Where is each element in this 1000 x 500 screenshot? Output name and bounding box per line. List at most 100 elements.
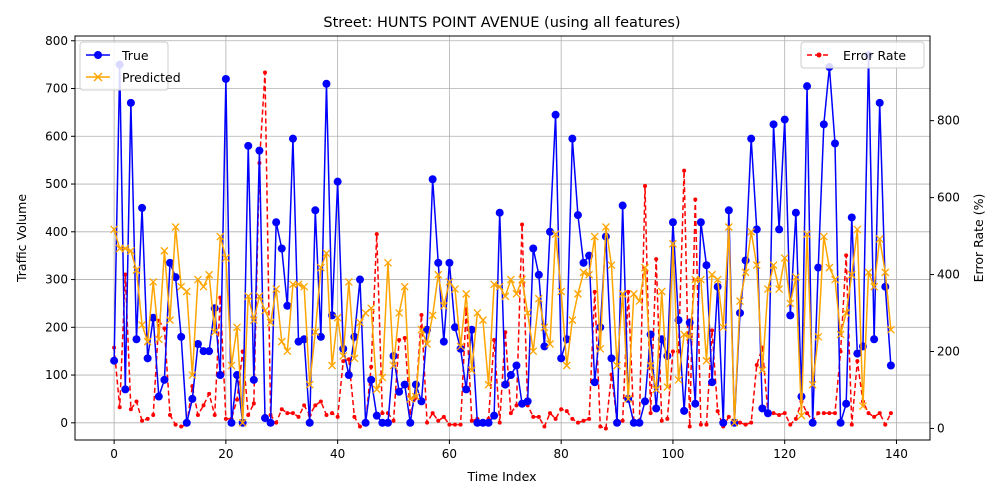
error-rate-point: [715, 409, 720, 414]
true-point: [406, 418, 415, 427]
x-tick-label: 0: [110, 447, 118, 461]
true-point: [467, 325, 476, 334]
true-point: [708, 378, 717, 387]
predicted-point: [864, 268, 873, 277]
error-rate-point: [497, 420, 502, 425]
true-point: [288, 134, 297, 143]
error-rate-point: [330, 411, 335, 416]
error-rate-point: [235, 397, 240, 402]
true-point: [177, 332, 186, 341]
error-rate-point: [285, 411, 290, 416]
error-rate-point: [380, 411, 385, 416]
predicted-point: [551, 230, 560, 239]
predicted-point: [328, 361, 337, 370]
error-rate-point: [458, 422, 463, 427]
error-rate-point: [358, 424, 362, 429]
predicted-point: [233, 323, 242, 332]
true-point: [853, 349, 862, 358]
predicted-point: [484, 380, 493, 389]
predicted-point: [121, 244, 130, 253]
true-point: [529, 244, 538, 253]
predicted-point: [590, 232, 599, 241]
error-rate-point: [833, 411, 837, 416]
error-rate-point: [603, 426, 608, 431]
predicted-point: [752, 261, 761, 270]
error-rate-point: [704, 422, 709, 427]
predicted-point: [836, 330, 845, 339]
true-point: [490, 411, 499, 420]
true-point: [495, 208, 504, 217]
true-point: [613, 418, 622, 427]
error-rate-point: [251, 401, 256, 406]
error-rate-point: [508, 411, 513, 416]
predicted-point: [322, 249, 331, 258]
error-rate-point: [598, 424, 603, 429]
y2-axis-label: Error Rate (%): [971, 194, 986, 283]
x-tick-label: 140: [885, 447, 908, 461]
predicted-point: [216, 232, 225, 241]
y-tick-label: 0: [60, 416, 68, 430]
true-point: [143, 354, 152, 363]
predicted-point: [166, 316, 174, 325]
true-point: [741, 256, 750, 265]
predicted-point: [540, 323, 549, 332]
true-point: [506, 371, 515, 380]
predicted-point: [406, 394, 415, 403]
true-point: [154, 392, 163, 401]
predicted-point: [534, 294, 543, 303]
predicted-point: [557, 287, 566, 296]
error-rate-point: [693, 197, 698, 202]
predicted-point: [657, 287, 666, 296]
predicted-point: [546, 340, 554, 348]
predicted-point: [126, 246, 135, 255]
true-point: [668, 218, 677, 227]
y-tick-label: 800: [45, 34, 68, 48]
error-rate-point: [531, 414, 536, 419]
predicted-point: [870, 282, 879, 291]
true-point: [663, 351, 672, 360]
predicted-point: [294, 280, 303, 289]
error-rate-point: [246, 412, 251, 417]
predicted-point: [663, 383, 672, 391]
legend-predicted-label: Predicted: [122, 70, 181, 85]
error-rate-point: [877, 411, 882, 416]
predicted-point: [618, 289, 627, 298]
predicted-point: [300, 282, 309, 291]
error-rate-point: [346, 357, 351, 362]
error-rate-point: [290, 411, 295, 416]
predicted-point: [356, 318, 364, 327]
true-point: [188, 394, 197, 403]
true-point: [847, 213, 856, 222]
error-rate-point: [117, 405, 122, 410]
error-rate-point: [659, 418, 664, 423]
true-point: [378, 418, 387, 427]
y-tick-label: 500: [45, 177, 68, 191]
error-rate-point: [738, 420, 742, 425]
predicted-point: [713, 275, 722, 284]
y-axis-label: Traffic Volume: [14, 194, 29, 283]
legend-right: Error Rate: [800, 41, 925, 69]
predicted-point: [685, 332, 694, 341]
true-point: [808, 418, 817, 427]
predicted-point: [383, 258, 392, 267]
true-point: [395, 387, 404, 396]
error-rate-point: [710, 328, 715, 333]
true-point: [456, 344, 465, 353]
y-tick-label: 200: [45, 320, 68, 334]
predicted-point: [495, 282, 504, 291]
predicted-point: [523, 309, 532, 317]
error-rate-point: [749, 420, 754, 425]
error-rate-point: [123, 272, 128, 277]
error-rate-point: [195, 412, 200, 417]
predicted-point: [395, 309, 404, 317]
error-rate-point: [849, 422, 854, 427]
true-point: [791, 208, 800, 217]
error-rate-point: [151, 412, 156, 417]
true-point: [305, 418, 314, 427]
series-layer: [110, 51, 895, 431]
predicted-point: [266, 318, 275, 327]
predicted-point: [568, 316, 577, 325]
predicted-point: [451, 285, 459, 294]
predicted-point: [467, 366, 476, 375]
predicted-point: [842, 309, 851, 317]
